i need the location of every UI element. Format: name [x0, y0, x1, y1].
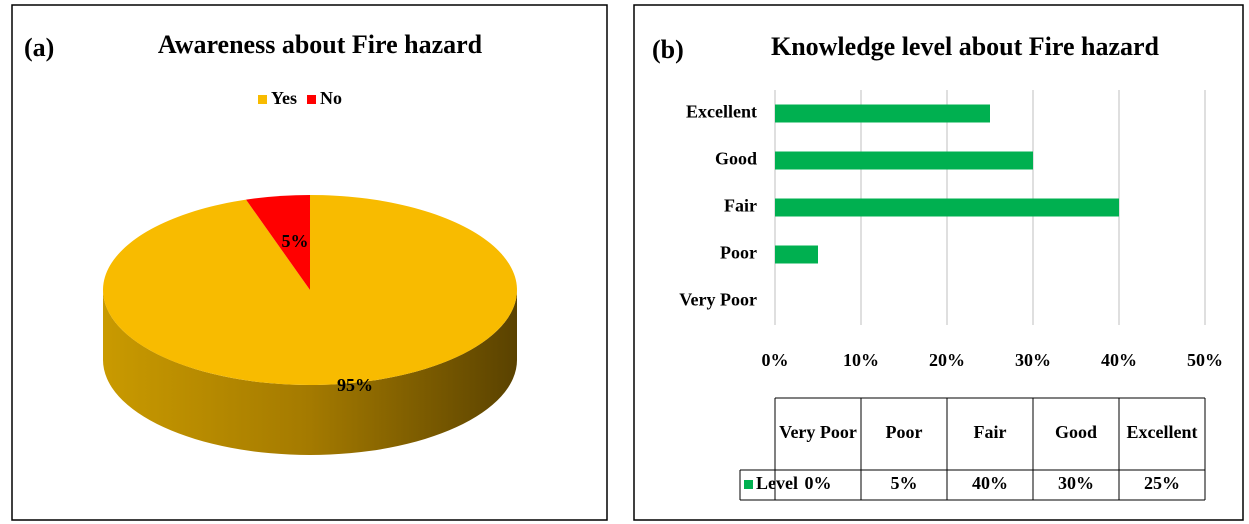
y-tick-label: Excellent: [686, 102, 757, 122]
legend-label: Level: [756, 473, 798, 493]
data-label: 95%: [337, 375, 373, 395]
table-cell: 25%: [1144, 473, 1180, 493]
legend-swatch: [744, 480, 753, 489]
y-tick-label: Very Poor: [679, 290, 757, 310]
y-tick-label: Fair: [724, 196, 757, 216]
table-header: Fair: [974, 422, 1007, 442]
table-header: Very Poor: [779, 422, 857, 442]
table-cell: 0%: [805, 473, 832, 493]
chart-title: Awareness about Fire hazard: [158, 30, 483, 59]
pie-side: [103, 290, 517, 455]
legend-label: No: [320, 88, 342, 108]
bar: [775, 198, 1119, 217]
x-tick-label: 20%: [929, 350, 965, 370]
panel-b: [633, 4, 1244, 521]
table-cell: 40%: [972, 473, 1008, 493]
bar: [775, 245, 818, 264]
table-header: Good: [1055, 422, 1097, 442]
table-header: Excellent: [1127, 422, 1198, 442]
y-tick-label: Good: [715, 149, 757, 169]
x-tick-label: 10%: [843, 350, 879, 370]
data-label: 5%: [282, 231, 309, 251]
y-tick-label: Poor: [720, 243, 757, 263]
legend-label: Yes: [271, 88, 297, 108]
x-tick-label: 50%: [1187, 350, 1223, 370]
bar: [775, 104, 990, 123]
legend-swatch: [258, 95, 267, 104]
legend-swatch: [307, 95, 316, 104]
panel-label: (a): [24, 33, 54, 62]
panel-label: (b): [652, 35, 684, 64]
chart-title: Knowledge level about Fire hazard: [771, 32, 1160, 61]
table-cell: 30%: [1058, 473, 1094, 493]
table-cell: 5%: [891, 473, 918, 493]
pie-slice: [246, 195, 310, 290]
bar: [775, 151, 1033, 170]
x-tick-label: 0%: [762, 350, 789, 370]
x-tick-label: 30%: [1015, 350, 1051, 370]
table-header: Poor: [886, 422, 923, 442]
x-tick-label: 40%: [1101, 350, 1137, 370]
